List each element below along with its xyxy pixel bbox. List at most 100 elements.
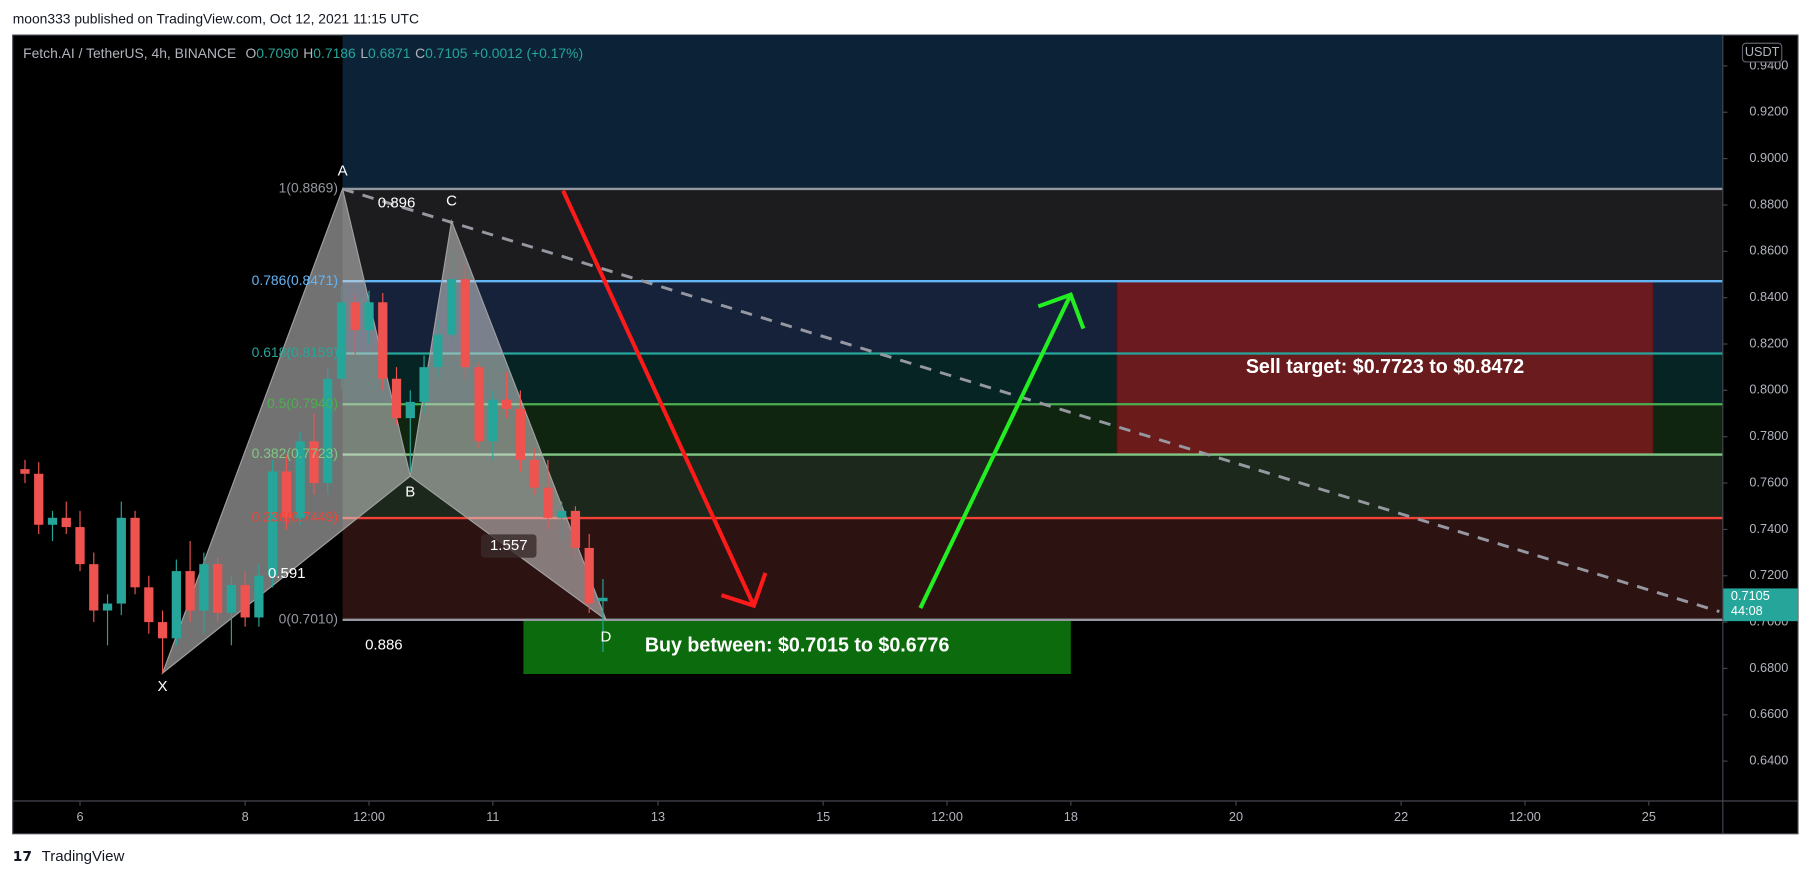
candle-body: [89, 564, 99, 611]
candle-body: [102, 603, 113, 611]
candle-body: [501, 399, 512, 409]
candle-body: [529, 459, 539, 488]
symbol-legend: Fetch.AI / TetherUS, 4h, BINANCE O0.7090 H…: [23, 44, 583, 60]
candle-body: [598, 597, 608, 602]
candle-body: [185, 571, 195, 611]
pattern-ratio-label: 0.886: [365, 636, 403, 653]
countdown-label: 44:08: [1731, 603, 1763, 618]
candle-body: [268, 471, 278, 576]
pattern-point-label: X: [158, 678, 168, 695]
candle-body: [226, 585, 237, 613]
candle-body: [61, 517, 71, 528]
symbol-name: Fetch.AI / TetherUS, 4h, BINANCE: [23, 44, 236, 60]
ohlc-value: 0.7186: [313, 44, 356, 60]
trend-line: [342, 187, 1720, 613]
zone-label: Buy between: $0.7015 to $0.6776: [645, 634, 950, 656]
candle-body: [47, 517, 58, 525]
target-zone: [1116, 280, 1654, 456]
x-tick-label: 12:00: [931, 809, 963, 824]
y-tick-label: 0.7400: [1749, 521, 1788, 536]
candle-body: [419, 367, 429, 402]
y-tick-label: 0.8800: [1749, 196, 1788, 211]
price-tag-label: 0.7105: [1731, 588, 1770, 603]
candle-body: [350, 302, 360, 331]
green-arrow-head: [1037, 292, 1086, 330]
y-tick-label: 0.7200: [1749, 567, 1788, 582]
footer-brand: TradingView: [42, 848, 125, 865]
candle-body: [130, 517, 140, 588]
candle-body: [515, 408, 526, 460]
x-tick-label: 18: [1064, 809, 1078, 824]
x-tick-label: 25: [1642, 809, 1656, 824]
y-tick-label: 0.8400: [1749, 289, 1788, 304]
candle-body: [144, 587, 154, 623]
logo-mark: 𝟭𝟳: [13, 848, 32, 864]
currency-box: [1741, 42, 1783, 63]
fib-band: [342, 35, 1723, 189]
ohlc-key: L: [360, 44, 368, 60]
candle-body: [171, 571, 181, 639]
ohlc-key: C: [415, 44, 425, 60]
candle-body: [474, 367, 484, 442]
ohlc-key: O: [245, 44, 256, 60]
y-tick-label: 0.9000: [1749, 150, 1788, 165]
ohlc-value: 0.7105: [425, 44, 468, 60]
fib-level-label: 0.382(0.7723): [252, 445, 338, 461]
candle-body: [116, 517, 126, 604]
ratio-label-bg: [481, 534, 537, 558]
ohlc-value: 0.7090: [256, 44, 299, 60]
price-change: +0.0012 (+0.17%): [472, 44, 583, 60]
ohlc-key: H: [303, 44, 313, 60]
candle-body: [336, 302, 347, 379]
y-tick-label: 0.6600: [1749, 706, 1788, 721]
candle-body: [391, 378, 402, 419]
candle-body: [199, 564, 209, 611]
candle-body: [364, 302, 374, 331]
pattern-point-label: A: [338, 162, 349, 179]
fib-level-label: 1(0.8869): [279, 180, 338, 196]
candle-body: [488, 399, 498, 442]
currency-label: USDT: [1745, 44, 1780, 59]
fib-level-label: 0.5(0.7940): [267, 395, 338, 411]
target-zone: [523, 618, 1071, 675]
y-tick-label: 0.9200: [1749, 104, 1788, 119]
candle-body: [213, 564, 223, 613]
candle-body: [34, 473, 44, 525]
candle-body: [157, 622, 168, 639]
candle-body: [281, 471, 292, 518]
candle-body: [584, 547, 594, 604]
fib-level-label: 0.618(0.8159): [252, 344, 338, 360]
fib-level-label: 0.236(0.7449): [252, 509, 338, 525]
fib-band: [342, 454, 1723, 519]
y-tick-label: 0.8200: [1749, 335, 1788, 350]
x-tick-label: 8: [242, 809, 249, 824]
pattern-point-label: C: [446, 192, 457, 209]
chart-layers: 1(0.8869) 0.786(0.8471) 0.618(0.8159) 0.5(0…: [20, 35, 1798, 824]
y-tick-label: 0.8000: [1749, 382, 1788, 397]
candle-body: [543, 487, 553, 518]
candle-body: [254, 575, 264, 618]
pattern-point-label: B: [405, 483, 415, 500]
x-tick-label: 13: [651, 809, 665, 824]
ohlc-value: 0.6871: [368, 44, 411, 60]
y-tick-label: 0.6400: [1749, 752, 1788, 767]
x-tick-label: 15: [816, 809, 830, 824]
y-tick-label: 0.6800: [1749, 660, 1788, 675]
candle-body: [557, 510, 567, 518]
zone-label: Sell target: $0.7723 to $0.8472: [1246, 356, 1524, 378]
x-tick-label: 22: [1394, 809, 1408, 824]
fib-level-label: 0(0.7010): [279, 610, 338, 626]
x-tick-label: 12:00: [1509, 809, 1541, 824]
harmonic-triangle: [161, 186, 411, 675]
candle-body: [20, 469, 30, 474]
red-arrow-head: [720, 572, 768, 609]
candle-body: [446, 279, 457, 335]
y-tick-label: 0.7600: [1749, 474, 1788, 489]
y-tick-label: 0.8600: [1749, 243, 1788, 258]
candle-body: [75, 527, 85, 565]
candle-body: [295, 441, 305, 518]
pattern-point-label: D: [601, 628, 612, 645]
y-tick-label: 0.7800: [1749, 428, 1788, 443]
x-tick-label: 6: [76, 809, 83, 824]
